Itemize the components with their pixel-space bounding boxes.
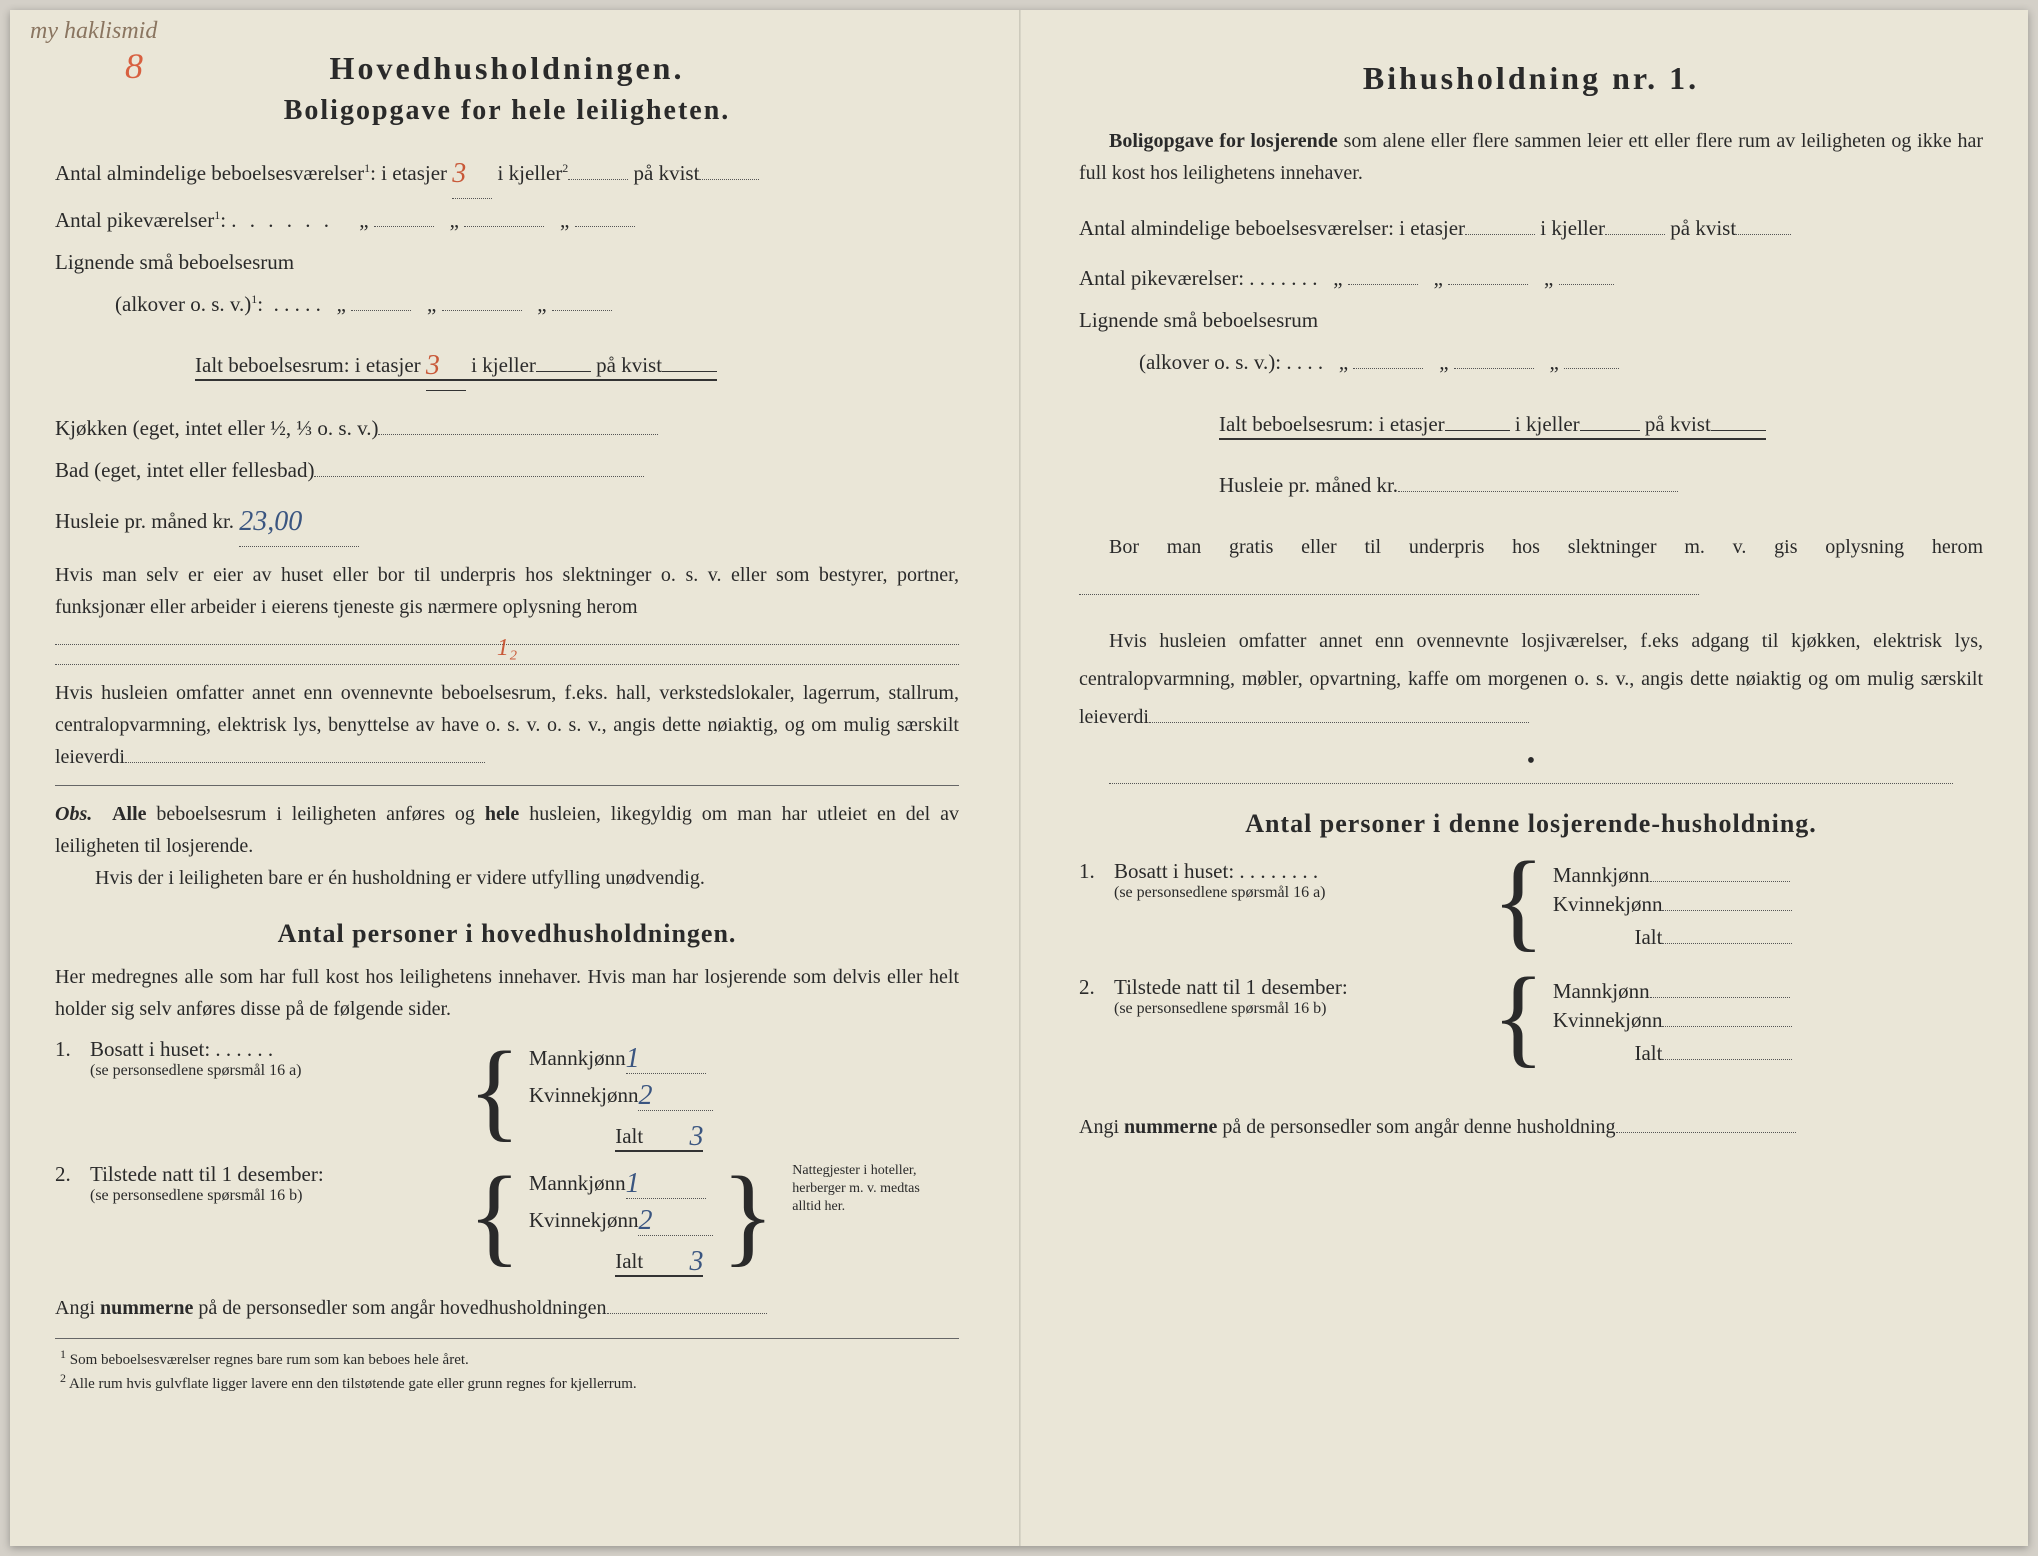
owner-note: Hvis man selv er eier av huset eller bor…	[55, 559, 959, 665]
q1-row: 1. Bosatt i huset: . . . . . . (se perso…	[55, 1037, 959, 1152]
side-note: Nattegjester i hoteller, herberger m. v.…	[792, 1162, 942, 1217]
hw-etasjer: 3	[452, 158, 466, 189]
footnotes: 1 Som beboelsesværelser regnes bare rum …	[55, 1338, 959, 1393]
subtitle: Boligopgave for hele leiligheten.	[55, 95, 959, 127]
red-mark: 1₂	[497, 635, 517, 661]
bullet-separator: •	[1079, 748, 1983, 775]
rooms-total: Ialt beboelsesrum: i etasjer 3 i kjeller…	[55, 337, 959, 391]
r-q2-row: 2. Tilstede natt til 1 desember: (se per…	[1079, 975, 1983, 1066]
extra-note: Hvis husleien omfatter annet enn ovennev…	[55, 677, 959, 773]
right-title: Bihusholdning nr. 1.	[1079, 60, 1983, 97]
persons-title: Antal personer i hovedhusholdningen.	[55, 919, 959, 949]
r-rooms-total: Ialt beboelsesrum: i etasjer i kjeller p…	[1079, 405, 1983, 445]
hw-q1-kvinne: 2	[638, 1080, 652, 1111]
rooms-line-3b: (alkover o. s. v.)1: . . . . . „ „ „	[55, 285, 959, 325]
hw-q2-kvinne: 2	[638, 1205, 652, 1236]
hw-q1-ialt: 3	[689, 1121, 703, 1152]
summary-line: Angi nummerne på de personsedler som ang…	[55, 1297, 959, 1320]
pencil-annotation: my haklismid	[30, 18, 157, 45]
hw-total-etasjer: 3	[426, 350, 440, 381]
kitchen-line: Kjøkken (eget, intet eller ½, ⅓ o. s. v.…	[55, 409, 959, 449]
r-extra-note: Hvis husleien omfatter annet enn ovennev…	[1079, 622, 1983, 736]
persons-intro: Her medregnes alle som har full kost hos…	[55, 961, 959, 1025]
hw-q2-mann: 1	[626, 1168, 640, 1199]
hw-q2-ialt: 3	[689, 1246, 703, 1277]
r-rooms-3b: (alkover o. s. v.): . . . . „ „ „	[1079, 343, 1983, 383]
r-persons-title: Antal personer i denne losjerende-hushol…	[1079, 809, 1983, 839]
r-rooms-3a: Lignende små beboelsesrum	[1079, 301, 1983, 341]
r-rooms-2: Antal pikeværelser: . . . . . . . „ „ „	[1079, 259, 1983, 299]
main-title: Hovedhusholdningen.	[55, 50, 959, 87]
r-rent: Husleie pr. måned kr.	[1079, 466, 1983, 506]
hw-q1-mann: 1	[626, 1043, 640, 1074]
left-page: my haklismid 8 Hovedhusholdningen. Bolig…	[10, 10, 1019, 1546]
red-page-number: 8	[125, 45, 143, 87]
obs-note: Obs. Alle beboelsesrum i leiligheten anf…	[55, 798, 959, 894]
q2-row: 2. Tilstede natt til 1 desember: (se per…	[55, 1162, 959, 1277]
document-spread: my haklismid 8 Hovedhusholdningen. Bolig…	[10, 10, 2028, 1546]
separator	[55, 785, 959, 786]
bath-line: Bad (eget, intet eller fellesbad)	[55, 451, 959, 491]
right-page: Bihusholdning nr. 1. Boligopgave for los…	[1019, 10, 2028, 1546]
hw-rent: 23,00	[239, 506, 302, 537]
rooms-line-1: Antal almindelige beboelsesværelser1: i …	[55, 145, 959, 199]
r-q1-row: 1. Bosatt i huset: . . . . . . . . (se p…	[1079, 859, 1983, 950]
right-intro: Boligopgave for losjerende som alene ell…	[1079, 125, 1983, 189]
rent-line: Husleie pr. måned kr. 23,00	[55, 493, 959, 547]
rooms-line-2: Antal pikeværelser1: „ „ „	[55, 201, 959, 241]
rooms-line-3a: Lignende små beboelsesrum	[55, 243, 959, 283]
r-rooms-1: Antal almindelige beboelsesværelser: i e…	[1079, 209, 1983, 249]
r-summary-line: Angi nummerne på de personsedler som ang…	[1079, 1116, 1983, 1139]
r-free-note: Bor man gratis eller til underpris hos s…	[1079, 526, 1983, 610]
